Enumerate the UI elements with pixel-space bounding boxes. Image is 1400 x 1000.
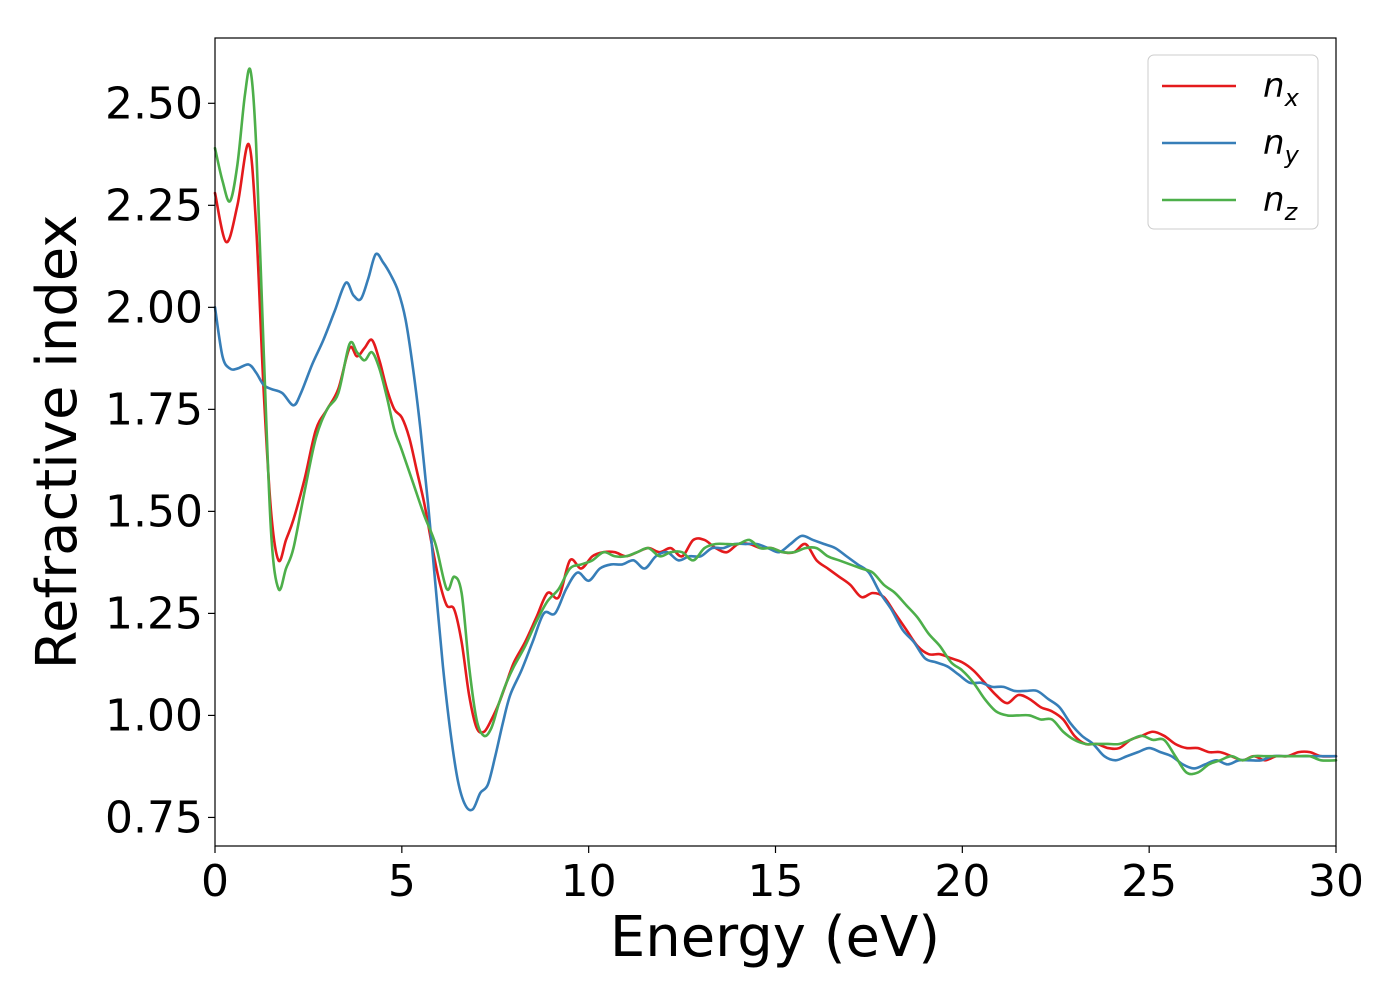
legend-subscript: x [1284, 84, 1300, 112]
x-axis-label: Energy (eV) [610, 905, 940, 970]
y-tick-label: 0.75 [105, 792, 203, 843]
y-tick-label: 2.25 [105, 180, 203, 231]
series-lines [213, 67, 1338, 812]
y-tick-label: 2.00 [105, 282, 203, 333]
y-axis-ticks: 0.75 1.00 1.25 1.50 1.75 2.00 2.25 2.50 [105, 78, 215, 843]
series-line-n-z [213, 67, 1338, 776]
x-tick-label: 25 [1121, 856, 1177, 907]
x-tick-label: 10 [561, 856, 617, 907]
x-tick-label: 15 [748, 856, 804, 907]
legend-subscript: y [1284, 141, 1300, 169]
y-tick-label: 2.50 [105, 78, 203, 129]
x-tick-label: 20 [934, 856, 990, 907]
x-tick-label: 5 [388, 856, 416, 907]
x-tick-label: 0 [201, 856, 229, 907]
y-axis-label: Refractive index [25, 215, 90, 670]
series-line-n-y [213, 252, 1338, 812]
y-tick-label: 1.75 [105, 384, 203, 435]
y-tick-label: 1.50 [105, 486, 203, 537]
y-tick-label: 1.00 [105, 690, 203, 741]
y-tick-label: 1.25 [105, 588, 203, 639]
x-tick-label: 30 [1308, 856, 1364, 907]
legend-subscript: z [1284, 198, 1299, 226]
x-axis-ticks: 0 5 10 15 20 25 30 [201, 846, 1364, 907]
